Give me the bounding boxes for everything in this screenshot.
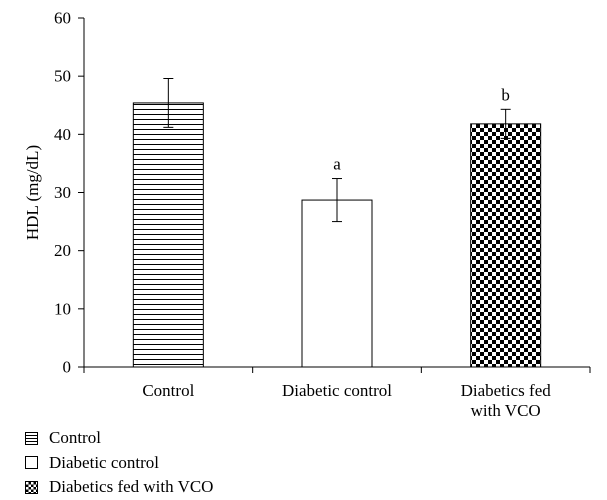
y-tick-label: 40 bbox=[54, 125, 71, 144]
legend: Control Diabetic control Diabetics fed w… bbox=[25, 426, 213, 500]
x-tick-label: Control bbox=[142, 381, 194, 400]
y-tick-label: 10 bbox=[54, 299, 71, 318]
x-tick-label: Diabetics fed with VCO bbox=[461, 381, 552, 420]
legend-item-diabetic-control: Diabetic control bbox=[25, 451, 213, 476]
significance-letter: b bbox=[501, 85, 510, 104]
y-axis-label: HDL (mg/dL) bbox=[23, 145, 42, 240]
y-tick-label: 20 bbox=[54, 241, 71, 260]
legend-item-diabetics-fed-with-vco: Diabetics fed with VCO bbox=[25, 475, 213, 500]
y-tick-label: 30 bbox=[54, 183, 71, 202]
y-tick-label: 60 bbox=[54, 9, 71, 28]
legend-label: Diabetic control bbox=[49, 452, 159, 472]
legend-swatch-blank bbox=[25, 456, 38, 470]
bar bbox=[301, 199, 373, 368]
legend-item-control: Control bbox=[25, 426, 213, 451]
bar bbox=[470, 123, 542, 368]
y-tick-label: 50 bbox=[54, 67, 71, 86]
legend-swatch-checkerboard bbox=[25, 480, 38, 494]
significance-letter: a bbox=[333, 155, 341, 174]
bar bbox=[132, 102, 204, 368]
x-tick-label: Diabetic control bbox=[282, 381, 392, 400]
legend-swatch-horizontal-lines bbox=[25, 431, 38, 445]
legend-label: Control bbox=[49, 428, 101, 448]
y-tick-label: 0 bbox=[63, 358, 72, 377]
legend-label: Diabetics fed with VCO bbox=[49, 477, 214, 497]
